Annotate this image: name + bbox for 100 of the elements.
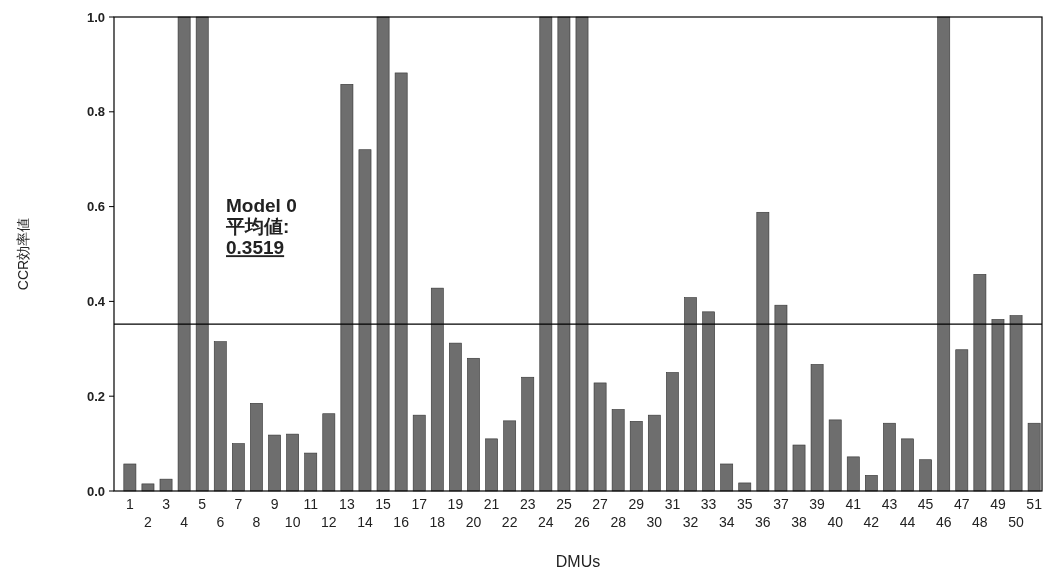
x-tick-label: 6 [216, 514, 225, 530]
x-tick-label: 15 [375, 496, 392, 512]
x-tick-label: 7 [234, 496, 243, 512]
bar [937, 16, 951, 492]
bar [1027, 422, 1041, 492]
x-tick-label: 38 [791, 514, 808, 530]
x-tick-label: 47 [954, 496, 970, 512]
x-tick-label: 26 [574, 514, 590, 530]
bar [647, 414, 661, 492]
x-tick-label: 35 [736, 496, 753, 512]
bar [123, 463, 137, 492]
bar [792, 444, 806, 492]
bar [430, 287, 444, 492]
bar [340, 84, 354, 492]
y-tick-label: 0.8 [86, 104, 105, 120]
bar [177, 16, 191, 492]
bar [575, 16, 589, 492]
bar [467, 357, 480, 492]
x-tick-label: 45 [917, 496, 934, 512]
x-tick-label: 39 [809, 496, 826, 512]
bar [865, 475, 878, 492]
bar [412, 414, 426, 492]
bar [973, 274, 987, 492]
bar [991, 319, 1005, 492]
x-tick-label: 33 [700, 496, 717, 512]
x-tick-label: 2 [144, 514, 153, 530]
y-tick-label: 0.2 [86, 388, 105, 404]
bar [521, 376, 535, 492]
bar [250, 403, 263, 492]
x-tick-label: 49 [990, 496, 1006, 512]
x-tick-label: 48 [972, 514, 988, 530]
bar [738, 482, 752, 492]
bar [195, 16, 209, 492]
bar [702, 311, 715, 492]
x-tick-label: 29 [628, 496, 645, 512]
bar [810, 364, 824, 492]
y-tick-label: 1.0 [86, 9, 105, 25]
bar [449, 342, 462, 492]
x-axis-title: DMUs [555, 553, 601, 570]
x-tick-label: 10 [284, 514, 301, 530]
x-tick-label: 34 [718, 514, 735, 530]
y-tick-label: 0.4 [86, 293, 106, 309]
x-tick-label: 3 [162, 496, 171, 512]
bar [846, 456, 860, 492]
x-tick-label: 9 [270, 496, 279, 512]
bar [666, 372, 679, 492]
bar [828, 419, 842, 492]
bar [883, 422, 896, 492]
x-tick-label: 21 [483, 496, 500, 512]
x-tick-label: 18 [429, 514, 446, 530]
bar [684, 297, 697, 492]
bar [919, 459, 932, 492]
bar [394, 72, 408, 492]
x-tick-label: 13 [339, 496, 355, 512]
x-tick-label: 31 [664, 496, 681, 512]
bar [593, 382, 607, 492]
x-tick-label: 1 [125, 496, 134, 512]
x-tick-label: 8 [252, 514, 261, 530]
x-tick-label: 17 [411, 496, 428, 512]
x-tick-label: 41 [845, 496, 862, 512]
x-tick-label: 22 [501, 514, 518, 530]
bar [720, 463, 734, 492]
bar [756, 211, 770, 492]
y-tick-label: 0.6 [86, 199, 105, 215]
y-axis-title: CCR効率値 [15, 217, 31, 291]
bar [557, 16, 571, 492]
x-tick-label: 4 [180, 514, 189, 530]
x-tick-label: 44 [899, 514, 916, 530]
bar [268, 434, 281, 492]
x-tick-label: 27 [592, 496, 609, 512]
x-tick-label: 37 [773, 496, 789, 512]
bar [232, 443, 245, 492]
ref-line-label: Model 0 平均値: 0.3519 [225, 195, 297, 259]
x-tick-label: 24 [538, 514, 554, 530]
bar [774, 304, 788, 492]
x-tick-label: 43 [881, 496, 898, 512]
bar [629, 421, 643, 492]
x-tick-label: 20 [465, 514, 482, 530]
bar [159, 478, 173, 492]
bar [322, 413, 336, 492]
x-tick-label: 5 [198, 496, 207, 512]
x-tick-label: 46 [935, 514, 952, 530]
bar [611, 409, 625, 492]
x-tick-label: 28 [610, 514, 627, 530]
x-tick-label: 51 [1026, 496, 1043, 512]
bar [376, 16, 390, 492]
x-tick-label: 30 [646, 514, 663, 530]
bar [503, 420, 517, 492]
bar [141, 483, 155, 492]
x-tick-label: 25 [556, 496, 572, 512]
bar [358, 149, 372, 492]
bar [213, 341, 227, 492]
x-tick-label: 12 [321, 514, 337, 530]
bar [286, 433, 299, 492]
x-tick-label: 36 [755, 514, 771, 530]
x-tick-label: 50 [1008, 514, 1025, 530]
bar [485, 438, 498, 492]
x-tick-label: 23 [519, 496, 536, 512]
x-tick-label: 11 [303, 496, 319, 512]
x-tick-label: 16 [393, 514, 410, 530]
